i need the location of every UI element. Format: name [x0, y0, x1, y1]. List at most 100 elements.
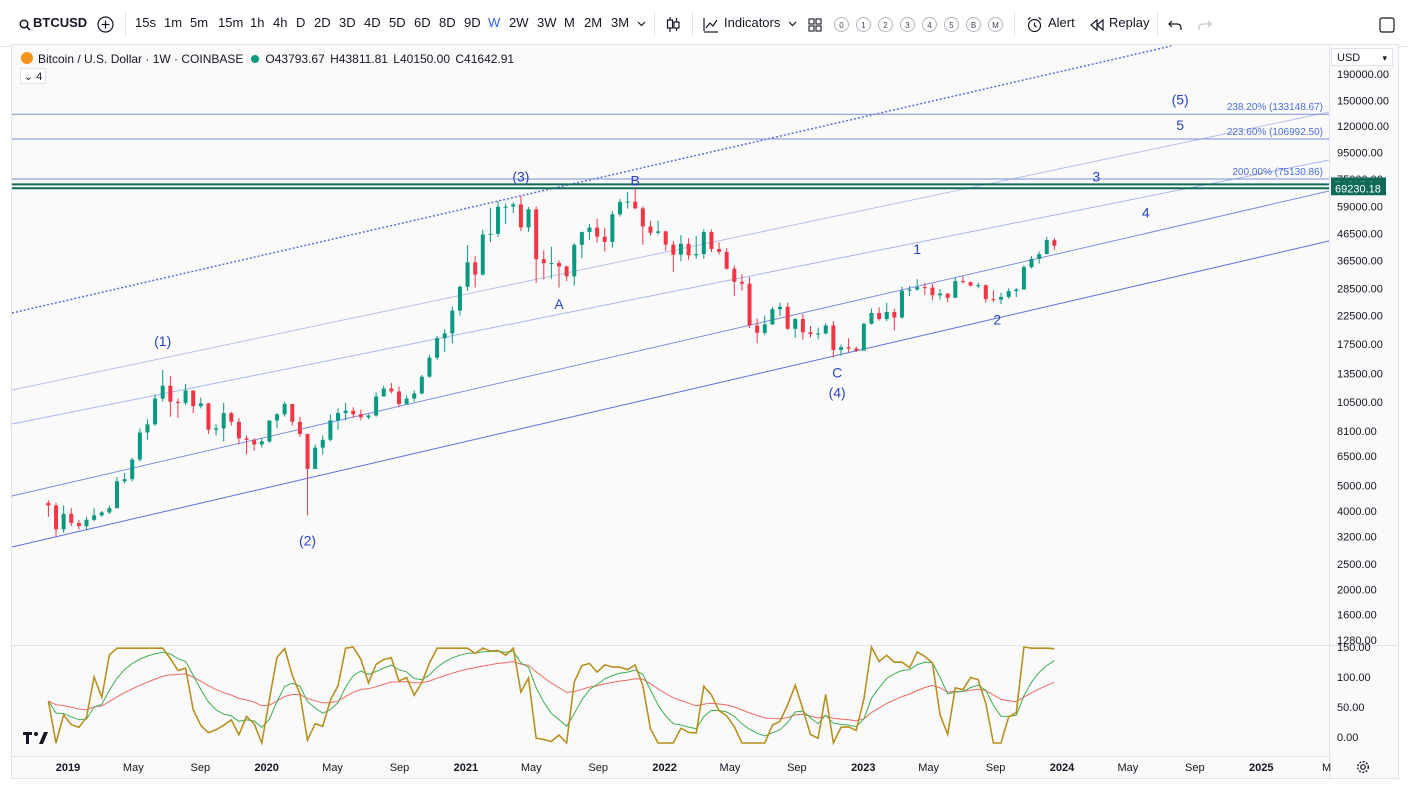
- candle-body: [442, 333, 447, 339]
- chevron-down-icon: ⌄: [23, 71, 34, 83]
- indicators-icon[interactable]: [703, 17, 719, 33]
- candle-style-icon[interactable]: [666, 16, 680, 33]
- candle-body: [1029, 258, 1034, 268]
- candle-body: [953, 281, 958, 298]
- interval-m[interactable]: M: [564, 15, 575, 30]
- layout-slot-0[interactable]: 0: [834, 17, 849, 32]
- candle-body: [587, 227, 592, 233]
- candle: [557, 260, 562, 288]
- interval-15m[interactable]: 15m: [218, 15, 244, 30]
- interval-2m[interactable]: 2M: [584, 15, 603, 30]
- interval-w[interactable]: W: [488, 15, 501, 30]
- market-status-icon: [251, 55, 260, 63]
- search-icon[interactable]: [19, 19, 31, 31]
- interval-2w[interactable]: 2W: [509, 15, 529, 30]
- candle: [861, 322, 866, 351]
- indicators-button[interactable]: Indicators: [724, 15, 781, 30]
- time-tick-label: 2019: [56, 762, 80, 774]
- legend-open: O43793.67: [265, 52, 325, 66]
- candle: [480, 229, 485, 276]
- interval-3w[interactable]: 3W: [537, 15, 557, 30]
- layout-slot-m[interactable]: M: [988, 17, 1003, 32]
- interval-4h[interactable]: 4h: [273, 15, 288, 30]
- candle: [663, 230, 668, 251]
- replay-icon[interactable]: [1090, 19, 1104, 31]
- interval-8d[interactable]: 8D: [439, 15, 456, 30]
- interval-2d[interactable]: 2D: [314, 15, 331, 30]
- candle-body: [960, 281, 965, 283]
- interval-6d[interactable]: 6D: [414, 15, 431, 30]
- chevron-down-icon[interactable]: [637, 21, 646, 27]
- interval-d[interactable]: D: [296, 15, 306, 30]
- fullscreen-icon[interactable]: [1379, 17, 1395, 33]
- alert-button[interactable]: Alert: [1048, 15, 1075, 30]
- currency-select[interactable]: USD ▾: [1331, 48, 1393, 66]
- candle: [595, 218, 600, 243]
- price-badge-box: [1331, 181, 1386, 196]
- candle: [991, 290, 996, 303]
- undo-icon[interactable]: [1168, 19, 1182, 31]
- interval-15s[interactable]: 15s: [135, 15, 156, 30]
- candle: [816, 327, 821, 340]
- candle-body: [778, 306, 783, 310]
- settings-gear-icon[interactable]: [1356, 760, 1370, 774]
- symbol-search-button[interactable]: BTCUSD: [33, 15, 88, 30]
- alarm-clock-icon[interactable]: [1026, 16, 1043, 33]
- layout-slot-4[interactable]: 4: [922, 17, 937, 32]
- price-tick-label: 46500.00: [1337, 228, 1383, 240]
- candle: [76, 519, 81, 530]
- candle: [419, 374, 424, 395]
- indicators-collapse-button[interactable]: ⌄ 4: [20, 68, 46, 84]
- interval-5d[interactable]: 5D: [389, 15, 406, 30]
- layout-slot-5[interactable]: 5: [944, 17, 959, 32]
- candle: [907, 285, 912, 297]
- tradingview-logo[interactable]: [23, 731, 49, 745]
- candle-body: [671, 244, 676, 255]
- candle-body: [747, 283, 752, 326]
- candle: [412, 390, 417, 402]
- candle: [617, 199, 622, 217]
- candle-body: [816, 333, 821, 335]
- interval-3m[interactable]: 3M: [611, 15, 630, 30]
- compare-add-icon[interactable]: [97, 16, 114, 33]
- candle: [252, 438, 257, 451]
- chevron-down-icon[interactable]: [788, 21, 797, 27]
- candle-body: [930, 287, 935, 296]
- candle-body: [968, 282, 973, 286]
- candle: [831, 321, 836, 358]
- candle-body: [259, 441, 264, 445]
- candle-body: [724, 251, 729, 269]
- legend-close: C41642.91: [455, 52, 515, 66]
- interval-3d[interactable]: 3D: [339, 15, 356, 30]
- candle-body: [549, 262, 554, 264]
- candle-body: [297, 421, 302, 434]
- time-tick-label: 2024: [1050, 762, 1075, 774]
- candle: [838, 344, 843, 356]
- interval-5m[interactable]: 5m: [190, 15, 209, 30]
- candle-body: [625, 201, 630, 203]
- interval-1h[interactable]: 1h: [250, 15, 265, 30]
- price-tick-label: 150000.00: [1337, 96, 1389, 108]
- candle-body: [336, 413, 341, 421]
- layout-slot-1[interactable]: 1: [856, 17, 871, 32]
- layout-slot-2[interactable]: 2: [878, 17, 893, 32]
- layout-slot-b[interactable]: B: [966, 17, 981, 32]
- candle-body: [381, 388, 386, 397]
- bitcoin-logo-icon: [21, 52, 33, 64]
- candle-body: [221, 413, 226, 429]
- candle: [709, 229, 714, 253]
- candle-body: [374, 396, 379, 416]
- interval-9d[interactable]: 9D: [464, 15, 481, 30]
- layout-grid-icon[interactable]: [808, 18, 822, 32]
- interval-1m[interactable]: 1m: [164, 15, 183, 30]
- interval-4d[interactable]: 4D: [364, 15, 381, 30]
- layout-slot-3[interactable]: 3: [900, 17, 915, 32]
- candle-body: [808, 332, 813, 335]
- candle-body: [282, 403, 287, 415]
- replay-button[interactable]: Replay: [1109, 15, 1150, 30]
- candle-body: [999, 296, 1004, 300]
- legend-title[interactable]: Bitcoin / U.S. Dollar · 1W · COINBASE: [38, 52, 244, 66]
- candle: [717, 242, 722, 255]
- redo-icon[interactable]: [1198, 19, 1212, 31]
